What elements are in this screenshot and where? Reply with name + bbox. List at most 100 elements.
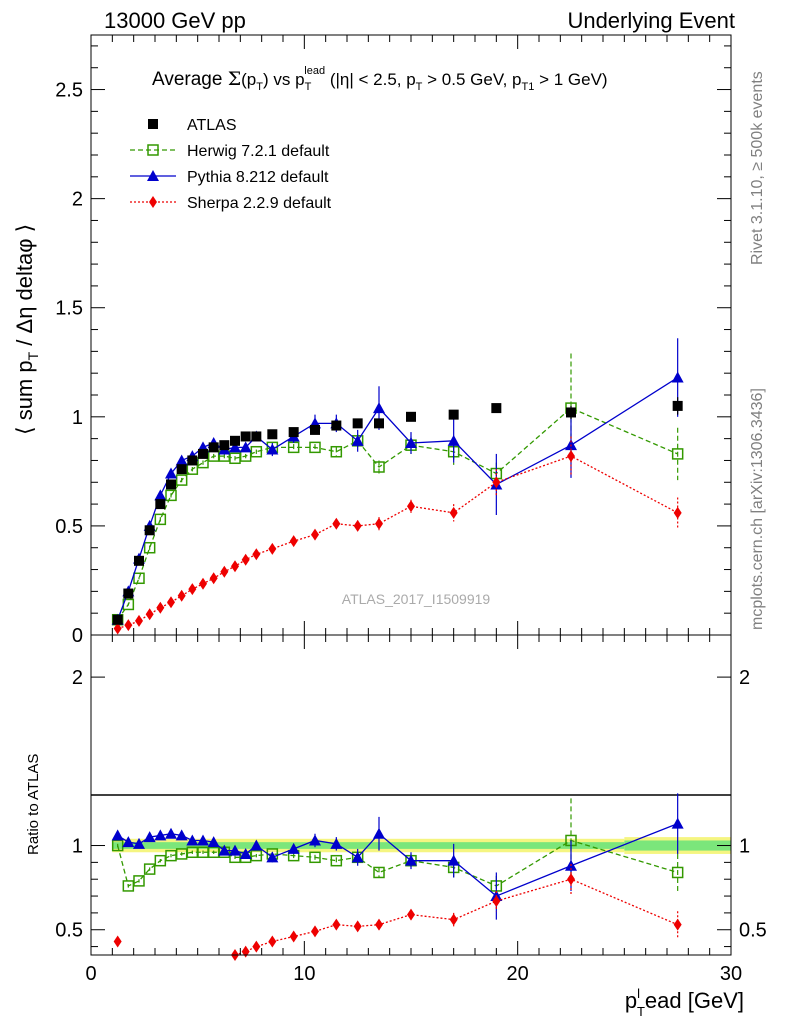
ratio-point: [268, 935, 277, 948]
data-point: [165, 467, 177, 479]
side-label-bottom: mcplots.cern.ch [arXiv:1306.3436]: [749, 388, 766, 630]
title-part-3: ) vs p: [263, 70, 305, 89]
data-point: [671, 371, 684, 383]
ratio-point: [207, 836, 220, 848]
ratio-point: [111, 829, 124, 841]
ratio-y-axis-label: Ratio to ATLAS: [25, 754, 42, 855]
ratio-point: [252, 940, 261, 953]
x-axis-label: pl Tead [GeV]: [625, 986, 744, 1019]
ratio-line: [117, 823, 678, 897]
ratio-point: [311, 925, 319, 938]
data-point: [198, 448, 208, 459]
title-sub-t1: T1: [522, 81, 535, 93]
title-part-6: > 1 GeV): [534, 70, 607, 89]
ratio-point: [186, 834, 199, 846]
data-point: [375, 517, 383, 530]
data-point: [187, 455, 198, 466]
data-point: [208, 442, 219, 453]
main-axis-ticks: [90, 35, 732, 636]
data-point: [133, 572, 145, 585]
ratio-point: [673, 918, 682, 931]
data-point: [154, 513, 167, 526]
y-tick-label: 1.5: [55, 298, 83, 320]
data-point: [491, 403, 502, 414]
data-point: [188, 583, 197, 596]
series-line: [117, 407, 678, 621]
title-part-4: (|η| < 2.5, p: [325, 70, 416, 89]
ratio-point: [239, 847, 252, 859]
ratio-point: [111, 839, 124, 852]
series-herwig-7-2-1-default: [111, 353, 684, 626]
x-tick-label: 10: [293, 963, 315, 985]
legend-label: Sherpa 2.2.9 default: [187, 195, 332, 212]
data-point: [229, 441, 241, 453]
data-point: [407, 500, 415, 513]
data-point: [268, 542, 277, 555]
series-sherpa-2-2-9-default: [113, 436, 682, 635]
ratio-point: [289, 930, 298, 943]
data-point: [406, 411, 416, 422]
data-point: [351, 434, 364, 446]
legend-marker: [147, 144, 159, 156]
data-point: [671, 448, 684, 460]
title-sub-t3: T: [416, 81, 423, 93]
ratio-point: [449, 913, 458, 926]
x-tick-label: 0: [85, 963, 96, 985]
ratio-point: [113, 935, 122, 948]
x-label-sup: l: [637, 986, 640, 1001]
series-pythia-8-212-default: [111, 338, 684, 625]
side-label-top: Rivet 3.1.10, ≥ 500k events: [749, 71, 766, 265]
data-point: [135, 614, 143, 627]
legend-label: Pythia 8.212 default: [187, 169, 329, 186]
title-sub-t: T: [256, 81, 263, 93]
data-point: [331, 420, 342, 431]
x-label-sub: T: [637, 1004, 645, 1019]
data-point: [449, 506, 458, 519]
data-point: [175, 454, 188, 466]
ratio-panel: 0.5 0.5 1 1 2 2 Ratio to ATLAS: [25, 634, 767, 961]
ratio-y-tick-label-right: 2: [739, 667, 750, 689]
ratio-point: [218, 844, 231, 856]
main-y-label-post: / Δη deltaφ ⟩: [12, 224, 37, 352]
ratio-point: [250, 849, 263, 862]
title-sup-lead: lead: [304, 65, 325, 77]
data-point: [311, 528, 319, 541]
ratio-point: [405, 854, 417, 866]
ratio-series-pythia-8-212-default: [111, 793, 684, 920]
data-point: [266, 443, 279, 455]
legend-marker: [148, 119, 158, 129]
ratio-series-layer: [111, 793, 684, 961]
data-point: [373, 461, 385, 473]
ratio-point: [133, 875, 145, 887]
y-tick-label: 1: [72, 407, 83, 429]
header-right: Underlying Event: [567, 8, 735, 33]
data-point: [240, 431, 251, 442]
legend-label: Herwig 7.2.1 default: [187, 143, 330, 160]
ratio-point: [492, 895, 501, 908]
data-point: [405, 437, 417, 448]
legend-entry: Pythia 8.212 default: [130, 169, 329, 186]
title-sigma: Σ: [228, 68, 241, 90]
ratio-point: [330, 854, 343, 867]
ratio-y-tick-label-right: 0.5: [739, 920, 767, 942]
ratio-y-tick-labels: 0.5 0.5 1 1 2 2: [55, 667, 767, 942]
ratio-point: [143, 831, 156, 843]
ratio-point: [241, 945, 250, 958]
data-point: [352, 418, 363, 429]
watermark: ATLAS_2017_I1509919: [342, 591, 491, 607]
ratio-point: [309, 834, 321, 846]
ratio-point: [122, 836, 135, 848]
data-point: [231, 560, 239, 573]
ratio-point: [351, 851, 364, 863]
data-point: [156, 601, 165, 614]
data-point: [309, 441, 321, 454]
ratio-y-tick-label: 0.5: [55, 920, 83, 942]
legend-label: ATLAS: [187, 117, 237, 134]
data-point: [289, 535, 298, 548]
data-point: [177, 589, 186, 602]
ratio-point: [671, 817, 684, 829]
data-point: [492, 476, 501, 489]
legend-marker: [149, 196, 157, 208]
ratio-point: [567, 873, 575, 886]
